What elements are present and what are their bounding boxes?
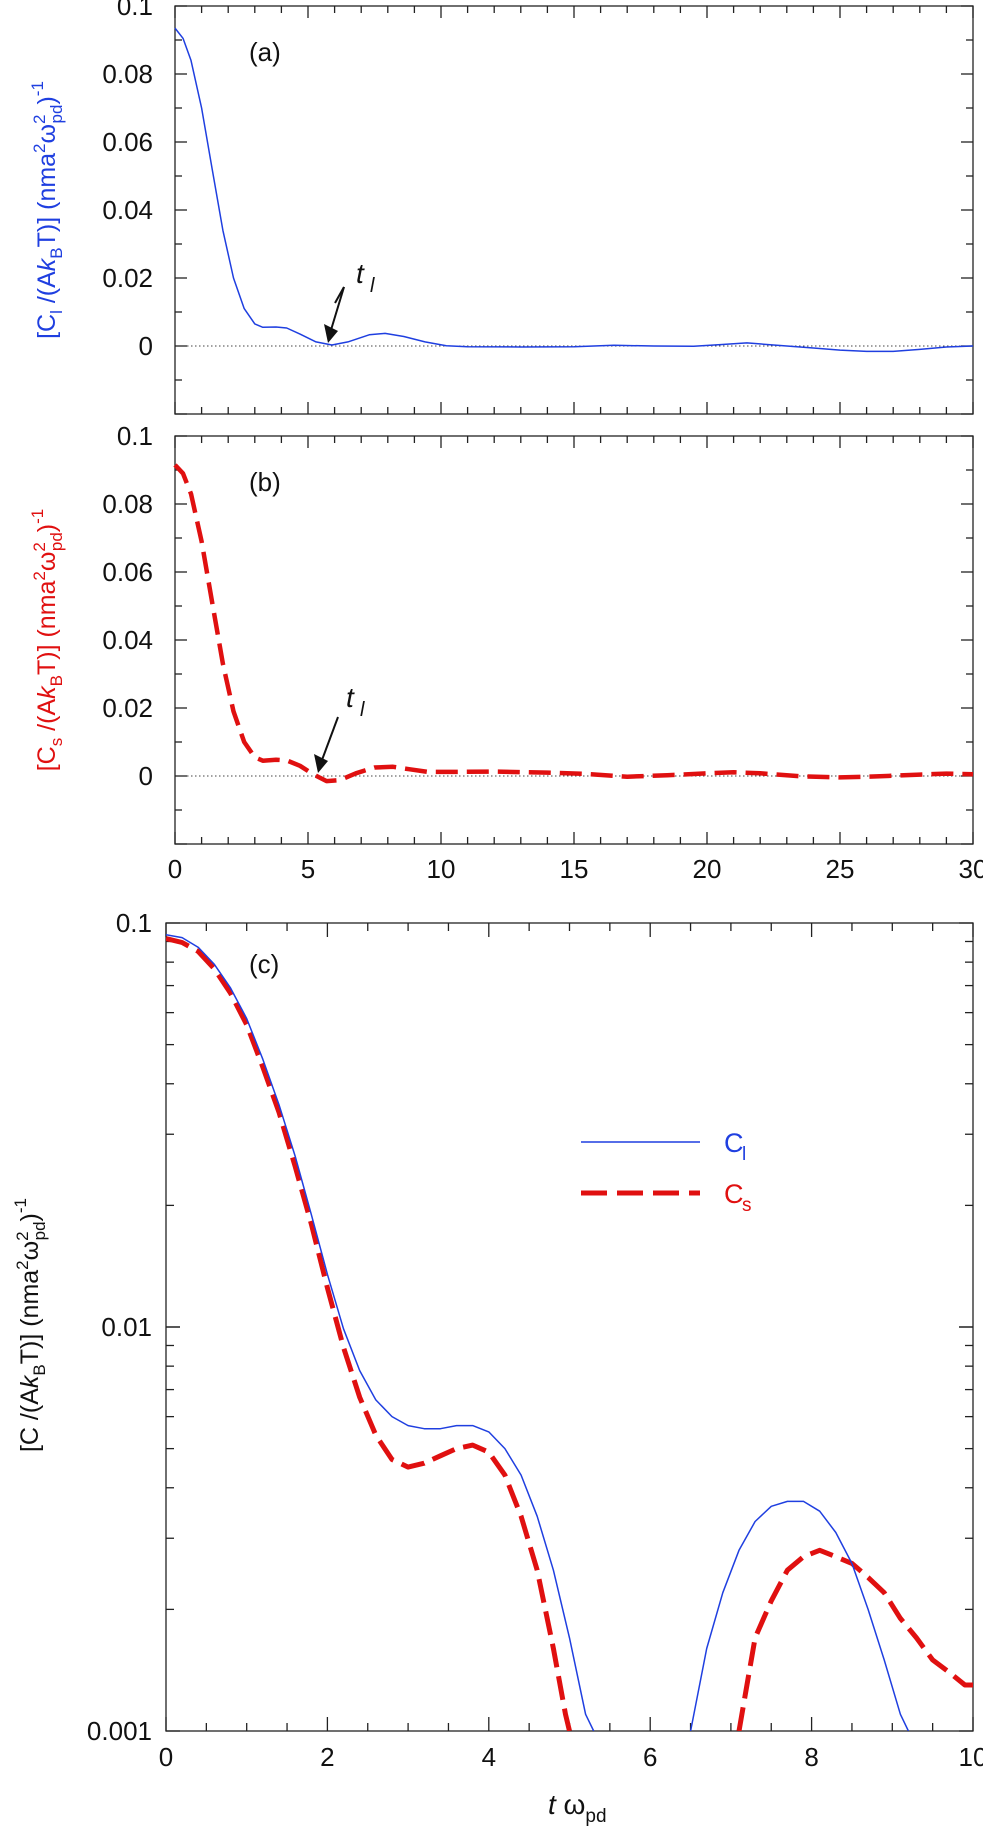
series-cl-a <box>174 27 974 353</box>
panel-a-frame <box>174 5 974 415</box>
panel-a-label: (a) <box>249 37 281 67</box>
panel-b: 0 0.02 0.04 0.06 0.08 0.1 0 5 10 15 20 25 30 <box>102 421 983 884</box>
panel-b-xtick-label: 0 <box>168 854 182 884</box>
panel-c-frame <box>165 922 974 1732</box>
annotation-b-arrow-head <box>314 754 328 773</box>
series-cs-c <box>166 936 572 1731</box>
panel-c-ytick-label: 0.1 <box>116 908 152 938</box>
panel-b-ytick-label: 0.06 <box>102 557 153 587</box>
panel-b-label: (b) <box>249 467 281 497</box>
panel-b-xtick-label: 5 <box>301 854 315 884</box>
annotation-b-text: t <box>346 682 355 713</box>
panel-a-ytick-label: 0.08 <box>102 59 153 89</box>
legend-cs-label: C <box>724 1179 744 1209</box>
legend: C l C s <box>581 1128 752 1216</box>
panel-a-ytick-label: 0 <box>139 331 153 361</box>
panel-c-xtick-label: 2 <box>320 1742 334 1772</box>
panel-c-xtick-label: 6 <box>643 1742 657 1772</box>
series-cl-c <box>166 934 595 1731</box>
panel-b-ytick-label: 0.02 <box>102 693 153 723</box>
panel-c-label: (c) <box>249 949 279 979</box>
panel-a-ytick-label: 0.04 <box>102 195 153 225</box>
panel-c: 0.001 0.01 0.1 0 2 4 6 8 10 <box>87 908 983 1772</box>
panel-b-xtick-label: 10 <box>427 854 456 884</box>
panel-c-xtick-label: 4 <box>482 1742 496 1772</box>
panel-a-ytick-label: 0.1 <box>117 0 153 21</box>
panel-b-xtick-label: 15 <box>560 854 589 884</box>
panel-b-frame <box>174 435 974 845</box>
annotation-b-arrow-line <box>321 716 339 761</box>
panel-a-ylabel: [Cl /(AkBT)] (nma2ω2pd)-1 <box>28 81 66 339</box>
panel-b-ytick-label: 0 <box>139 761 153 791</box>
annotation-a-text: t <box>356 258 365 289</box>
panel-c-xtick-label: 10 <box>959 1742 983 1772</box>
panel-b-xtick-label: 20 <box>693 854 722 884</box>
annotation-a-arrow-head <box>324 324 338 343</box>
annotation-a-arrow-line <box>330 286 345 331</box>
panel-b-ytick-label: 0.04 <box>102 625 153 655</box>
panel-a-ytick-label: 0.06 <box>102 127 153 157</box>
series-cs-b <box>173 463 974 784</box>
annotation-a: t l <box>324 258 375 343</box>
series-cl-c <box>689 1500 910 1731</box>
annotation-b-subscript: l <box>360 699 365 721</box>
panel-c-ylabel: [C /(AkBT)] (nma2ω2pd)-1 <box>11 1198 49 1452</box>
legend-cs-subscript: s <box>742 1195 752 1216</box>
panel-c-ytick-label: 0.01 <box>101 1312 152 1342</box>
panel-c-ytick-label: 0.001 <box>87 1716 152 1746</box>
panel-b-xtick-label: 25 <box>826 854 855 884</box>
panel-b-ylabel: [Cs /(AkBT)] (nma2ω2pd)-1 <box>28 509 66 772</box>
panel-c-xtick-label: 8 <box>804 1742 818 1772</box>
panel-c-xlabel: t ωpd <box>548 1789 607 1826</box>
panel-b-ytick-label: 0.1 <box>117 421 153 451</box>
series-cs-c <box>736 1547 973 1731</box>
annotation-b: t l <box>314 682 365 773</box>
annotation-a-subscript: l <box>370 275 375 297</box>
panel-a: 0 0.02 0.04 0.06 0.08 0.1 <box>102 0 974 415</box>
panel-a-ytick-label: 0.02 <box>102 263 153 293</box>
panel-b-xtick-label: 30 <box>959 854 983 884</box>
legend-cl-label: C <box>724 1128 744 1158</box>
legend-cl-subscript: l <box>742 1144 746 1165</box>
panel-c-xtick-label: 0 <box>159 1742 173 1772</box>
panel-b-ytick-label: 0.08 <box>102 489 153 519</box>
panel-c-series-group <box>166 934 973 1731</box>
